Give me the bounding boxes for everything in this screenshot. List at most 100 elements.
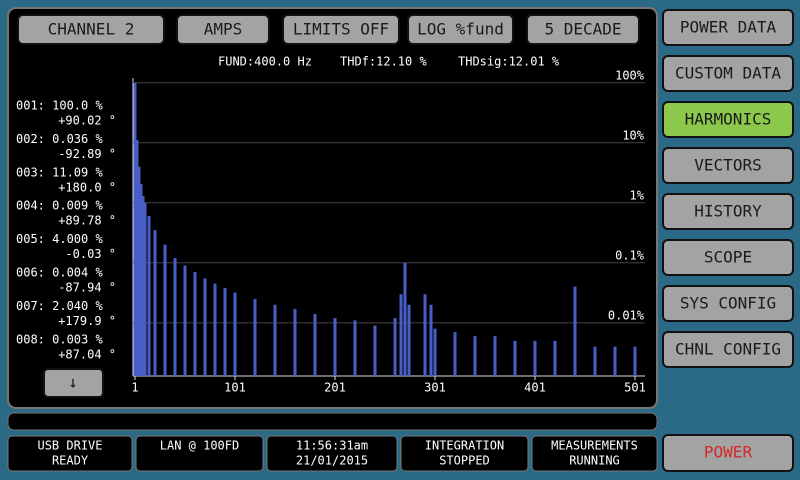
top-button[interactable] bbox=[282, 14, 400, 45]
status-box bbox=[266, 435, 398, 472]
bar bbox=[223, 288, 227, 376]
status-text: LAN @ 100FD bbox=[160, 439, 239, 453]
menu-button[interactable] bbox=[662, 55, 794, 92]
harmonic-magnitude: 003: 11.09 % bbox=[16, 165, 103, 179]
x-tick-label: 201 bbox=[324, 381, 346, 395]
y-tick-label: 0.1% bbox=[615, 248, 645, 262]
bar bbox=[143, 202, 147, 376]
top-button-label: LOG %fund bbox=[417, 20, 504, 39]
menu-button[interactable] bbox=[662, 147, 794, 184]
menu-button[interactable] bbox=[662, 285, 794, 322]
x-tick-label: 301 bbox=[424, 381, 446, 395]
bar bbox=[633, 346, 637, 376]
y-tick-label: 100% bbox=[615, 68, 645, 82]
harmonic-phase: +180.0 ° bbox=[58, 180, 116, 194]
bar bbox=[183, 265, 187, 376]
readout: FUND:400.0 Hz bbox=[218, 55, 312, 69]
bar bbox=[473, 336, 477, 376]
menu-button-label: CHNL CONFIG bbox=[675, 340, 781, 359]
menu-button-label: SCOPE bbox=[704, 248, 752, 267]
harmonic-phase: +179.9 ° bbox=[58, 314, 116, 328]
bar bbox=[403, 262, 407, 376]
bar bbox=[333, 318, 337, 376]
top-button-label: 5 DECADE bbox=[544, 20, 621, 39]
status-text: INTEGRATION bbox=[425, 439, 504, 453]
harmonic-magnitude: 004: 0.009 % bbox=[16, 199, 103, 213]
bar bbox=[147, 216, 151, 376]
menu-button-label: CUSTOM DATA bbox=[675, 64, 781, 83]
bar bbox=[373, 325, 377, 376]
power-button[interactable] bbox=[662, 434, 794, 472]
bar bbox=[513, 340, 517, 376]
menu-button[interactable] bbox=[662, 239, 794, 276]
top-button[interactable] bbox=[526, 14, 640, 45]
bar bbox=[173, 258, 177, 376]
bar bbox=[135, 140, 139, 376]
harmonic-phase: -0.03 ° bbox=[65, 247, 116, 261]
status-text: READY bbox=[52, 454, 89, 468]
bar bbox=[233, 292, 237, 376]
status-text: RUNNING bbox=[569, 454, 620, 468]
bar bbox=[533, 340, 537, 376]
progress-bar bbox=[7, 412, 658, 431]
bar bbox=[313, 314, 317, 376]
x-tick-label: 101 bbox=[224, 381, 246, 395]
x-tick-label: 401 bbox=[524, 381, 546, 395]
top-button[interactable] bbox=[407, 14, 514, 45]
status-text: STOPPED bbox=[439, 454, 490, 468]
status-text: 11:56:31am bbox=[296, 439, 368, 453]
bar bbox=[273, 304, 277, 376]
bar bbox=[553, 340, 557, 376]
harmonic-phase: +90.02 ° bbox=[58, 114, 116, 128]
top-button-label: LIMITS OFF bbox=[293, 20, 389, 39]
bar bbox=[493, 336, 497, 376]
bar bbox=[133, 82, 137, 376]
bar bbox=[203, 278, 207, 376]
bar bbox=[433, 328, 437, 376]
scroll-button-label: ↓ bbox=[68, 373, 78, 392]
y-tick-label: 1% bbox=[630, 188, 645, 202]
harmonic-phase: -87.94 ° bbox=[58, 281, 116, 295]
bar bbox=[453, 332, 457, 376]
menu-button[interactable] bbox=[662, 193, 794, 230]
harmonic-phase: +89.78 ° bbox=[58, 214, 116, 228]
bar bbox=[407, 304, 411, 376]
status-box bbox=[531, 435, 658, 472]
bar bbox=[399, 294, 403, 376]
bar bbox=[137, 166, 141, 376]
menu-button-label: POWER DATA bbox=[680, 18, 777, 37]
harmonic-magnitude: 006: 0.004 % bbox=[16, 266, 103, 280]
bar bbox=[139, 184, 143, 376]
y-tick-label: 10% bbox=[622, 128, 644, 142]
bar bbox=[141, 195, 145, 376]
main-panel bbox=[7, 7, 658, 409]
harmonic-magnitude: 001: 100.0 % bbox=[16, 99, 103, 113]
menu-button[interactable] bbox=[662, 101, 794, 138]
menu-button[interactable] bbox=[662, 331, 794, 368]
bar bbox=[153, 230, 157, 376]
status-box bbox=[7, 435, 133, 472]
harmonic-magnitude: 005: 4.000 % bbox=[16, 232, 103, 246]
readout: THDf:12.10 % bbox=[340, 55, 427, 69]
x-tick-label: 1 bbox=[131, 381, 138, 395]
top-button[interactable] bbox=[176, 14, 270, 45]
harmonic-magnitude: 002: 0.036 % bbox=[16, 132, 103, 146]
menu-button-label: VECTORS bbox=[694, 156, 761, 175]
harmonic-phase: +87.04 ° bbox=[58, 347, 116, 361]
x-tick-label: 501 bbox=[624, 381, 646, 395]
status-text: 21/01/2015 bbox=[296, 454, 368, 468]
bar bbox=[593, 346, 597, 376]
bar bbox=[163, 244, 167, 376]
status-text: USB DRIVE bbox=[37, 439, 102, 453]
scroll-button[interactable] bbox=[43, 368, 104, 398]
bar bbox=[429, 304, 433, 376]
menu-button[interactable] bbox=[662, 9, 794, 46]
harmonic-phase: -92.89 ° bbox=[58, 147, 116, 161]
bar bbox=[393, 318, 397, 376]
top-button[interactable] bbox=[17, 14, 165, 45]
bar bbox=[423, 294, 427, 376]
status-text: MEASUREMENTS bbox=[551, 439, 638, 453]
readout: THDsig:12.01 % bbox=[458, 55, 560, 69]
harmonic-magnitude: 007: 2.040 % bbox=[16, 299, 103, 313]
